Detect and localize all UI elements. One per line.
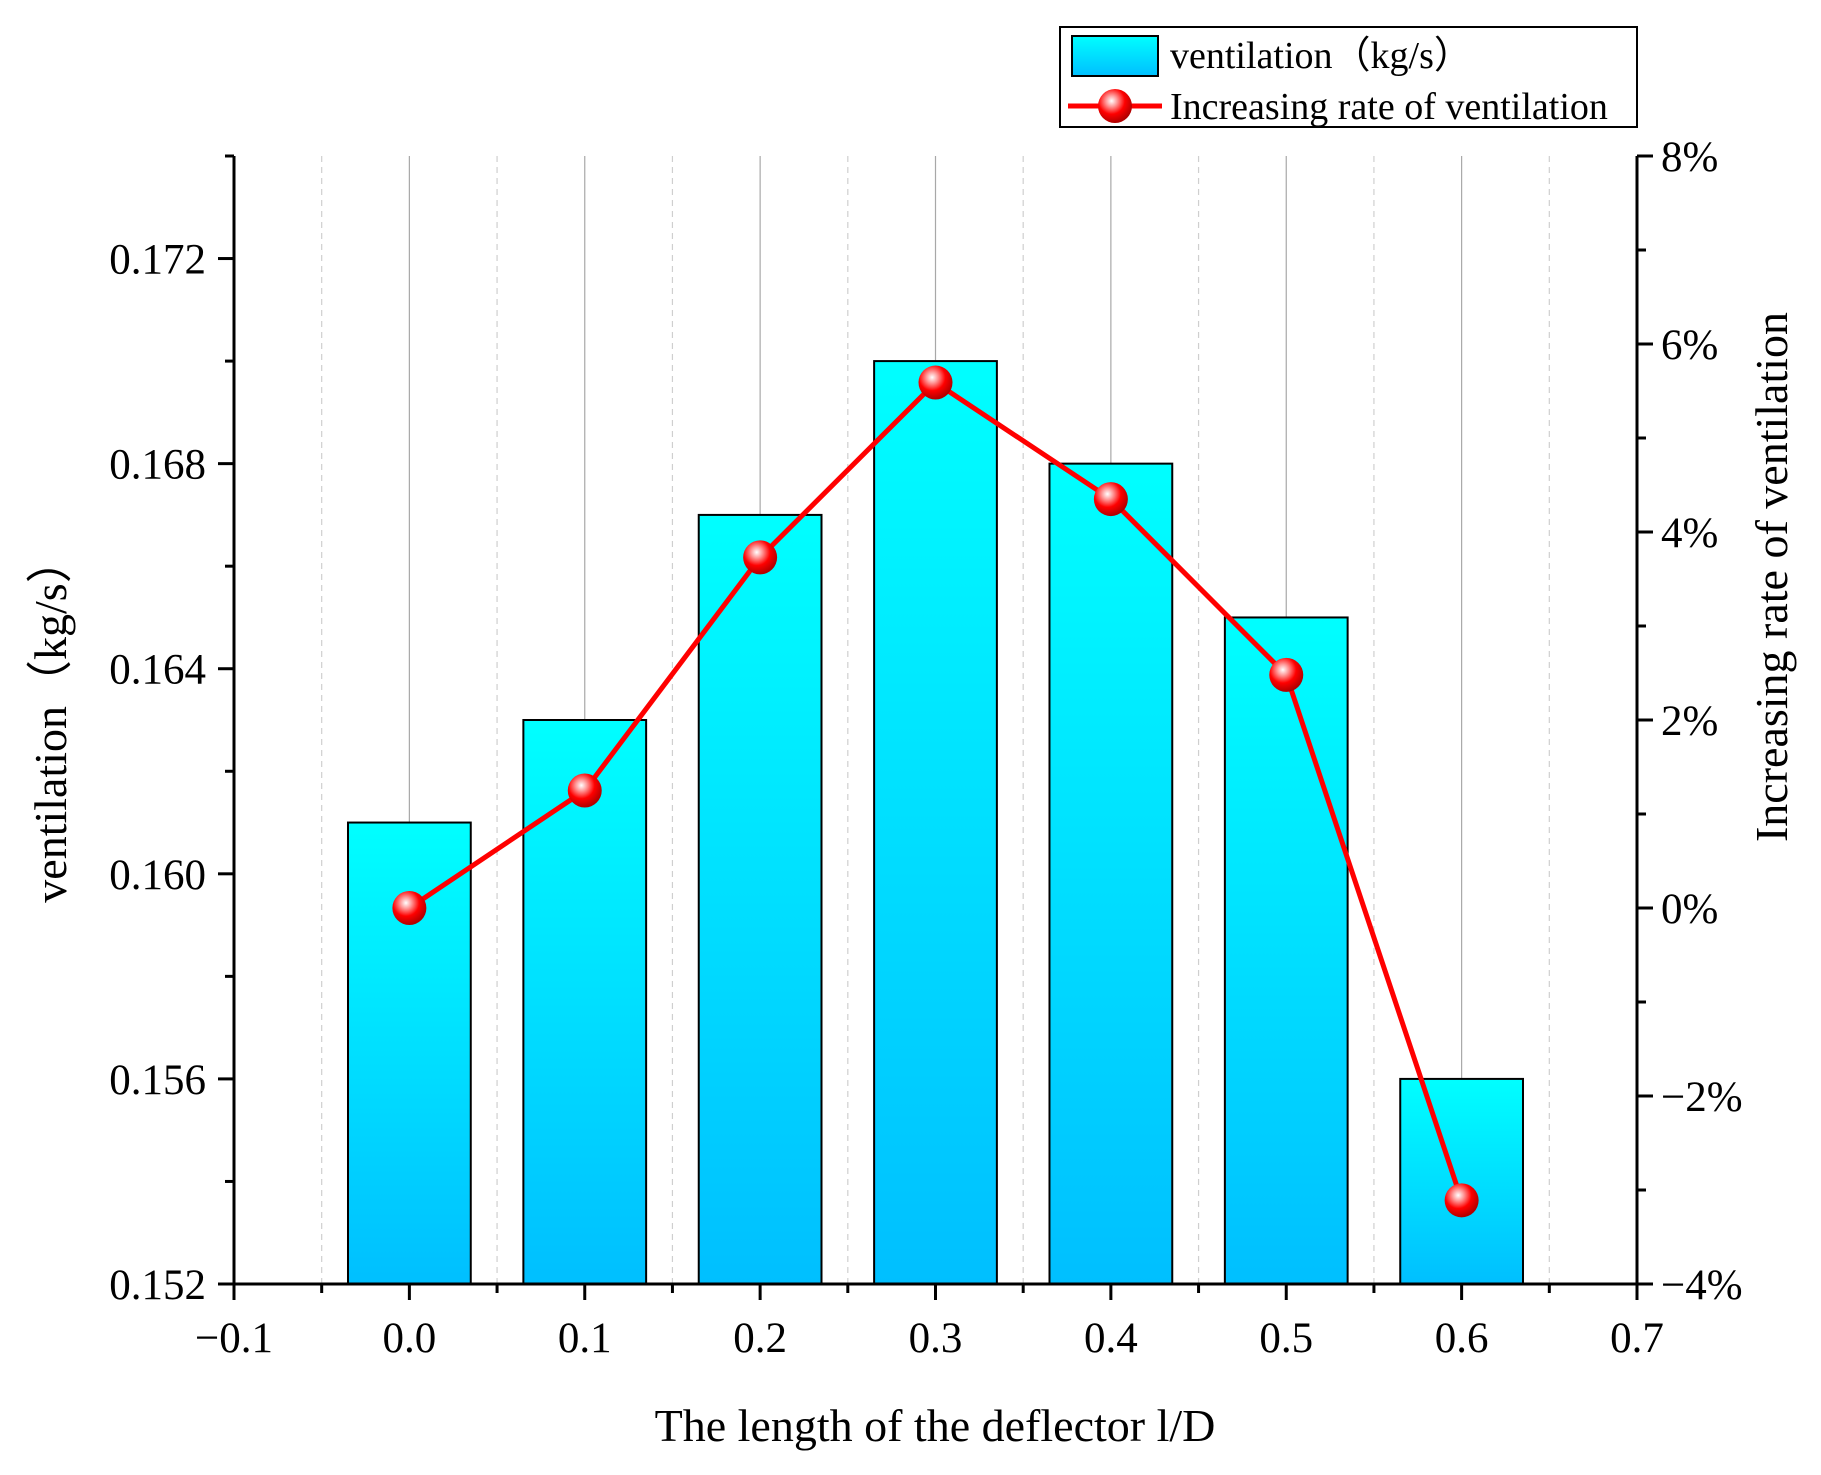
- x-tick-label: 0.0: [383, 1315, 437, 1362]
- y-right-tick-label: −2%: [1661, 1074, 1743, 1121]
- legend-bar-label: ventilation（kg/s）: [1170, 35, 1472, 77]
- bar: [697, 513, 823, 1285]
- x-tick-label: −0.1: [195, 1315, 273, 1362]
- y-left-tick-label: 0.152: [109, 1262, 206, 1309]
- bar: [1048, 462, 1174, 1285]
- y-right-tick-label: 2%: [1661, 698, 1718, 745]
- x-axis-title: The length of the deflector l/D: [655, 1400, 1216, 1451]
- x-tick-label: 0.7: [1610, 1315, 1664, 1362]
- x-tick-label: 0.6: [1435, 1315, 1489, 1362]
- y-left-tick-label: 0.164: [109, 647, 206, 694]
- bar-series: [346, 360, 1525, 1286]
- bar: [1223, 616, 1349, 1285]
- y-left-tick-label: 0.168: [109, 442, 206, 489]
- legend-bar-swatch: [1071, 35, 1159, 77]
- bar: [1399, 1077, 1525, 1285]
- y-left-tick-label: 0.156: [109, 1057, 206, 1104]
- legend: ventilation（kg/s） Increasing rate of ven…: [1059, 26, 1638, 128]
- x-tick-label: 0.3: [909, 1315, 963, 1362]
- y-right-tick-label: 0%: [1661, 886, 1718, 933]
- y-left-tick-label: 0.160: [109, 852, 206, 899]
- x-tick-label: 0.4: [1084, 1315, 1138, 1362]
- y-left-tick-label: 0.172: [109, 237, 206, 284]
- x-tick-label: 0.2: [733, 1315, 787, 1362]
- y-right-tick-label: 8%: [1661, 134, 1718, 181]
- y-right-tick-label: 6%: [1661, 322, 1718, 369]
- rate-point: [392, 891, 427, 925]
- line-series: [392, 365, 1479, 1218]
- rate-point: [918, 365, 953, 400]
- rate-point: [567, 773, 602, 808]
- bar: [522, 719, 648, 1285]
- tick-marks: −0.1 0.0 0.1 0.2 0.3 0.4 0.5 0.6 0.7 0.152 0.156 0.…: [109, 134, 1742, 1362]
- y-left-axis-title: ventilation（kg/s）: [25, 537, 76, 902]
- y-right-tick-label: −4%: [1661, 1262, 1743, 1309]
- y-right-axis-title: Increasing rate of ventilation: [1746, 312, 1797, 842]
- rate-point: [1444, 1183, 1479, 1218]
- bar: [873, 360, 998, 1286]
- y-right-tick-label: 4%: [1661, 510, 1718, 557]
- legend-line-label: Increasing rate of ventilation: [1170, 86, 1608, 128]
- rate-point: [743, 540, 778, 575]
- rate-point: [1269, 657, 1304, 692]
- x-tick-label: 0.1: [558, 1315, 612, 1362]
- rate-point: [1093, 482, 1128, 517]
- legend-line-marker: [1098, 89, 1132, 123]
- x-tick-label: 0.5: [1259, 1315, 1313, 1362]
